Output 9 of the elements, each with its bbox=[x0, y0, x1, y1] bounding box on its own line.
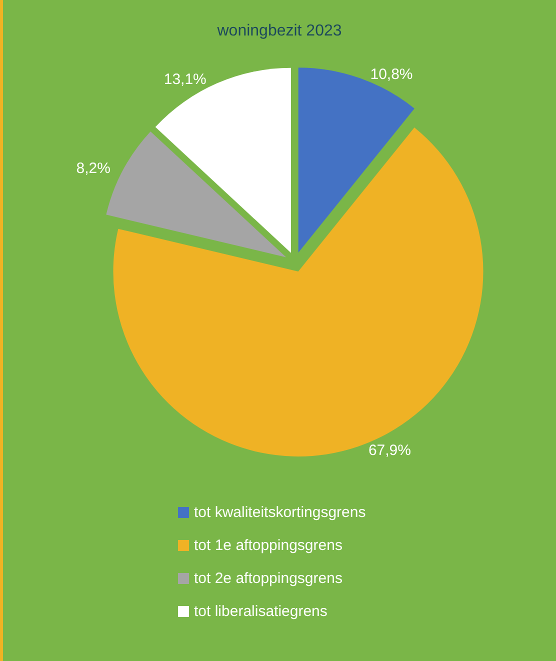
data-label: 8,2% bbox=[76, 160, 110, 177]
legend-label: tot 2e aftoppingsgrens bbox=[194, 570, 342, 587]
chart-title: woningbezit 2023 bbox=[216, 22, 342, 40]
data-label: 10,8% bbox=[370, 66, 413, 83]
legend-label: tot 1e aftoppingsgrens bbox=[194, 537, 342, 554]
legend-label: tot liberalisatiegrens bbox=[194, 603, 328, 620]
data-label: 67,9% bbox=[368, 442, 412, 459]
data-label: 13,1% bbox=[164, 71, 206, 88]
legend-label: tot kwaliteitskortingsgrens bbox=[194, 504, 366, 521]
